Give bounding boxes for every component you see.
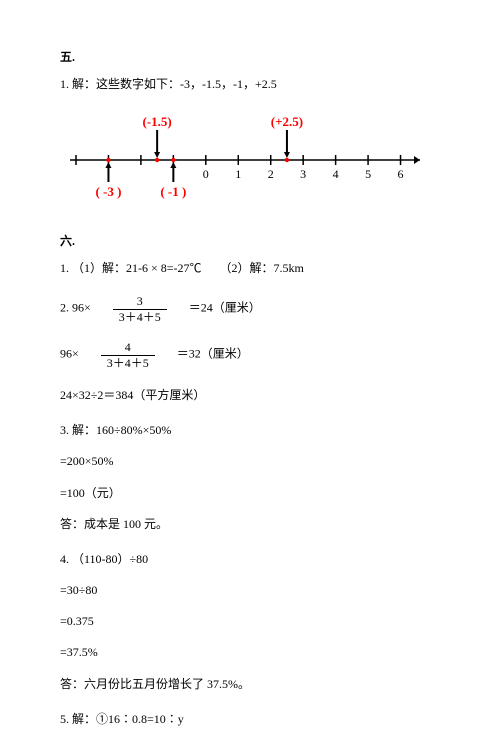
s6-q3c: =100（元）	[60, 484, 440, 503]
section6-heading: 六.	[60, 232, 440, 249]
s6-q4ans: 答：六月份比五月份增长了 37.5%。	[60, 675, 440, 694]
s6-q2b-pre: 96×	[60, 347, 79, 361]
s6-q2a-den: 3＋4＋5	[113, 310, 167, 324]
s6-q4d: =37.5%	[60, 643, 440, 662]
s6-q2b-den: 3＋4＋5	[101, 356, 155, 370]
numberline-figure: 0 1 2 3 4 5 6 (-1.5) (+2.5) ( -3 ) ( -1 )	[60, 112, 440, 206]
s6-q3b: =200×50%	[60, 452, 440, 471]
s6-q3ans: 答：成本是 100 元。	[60, 515, 440, 534]
svg-text:1: 1	[235, 167, 241, 181]
svg-text:(+2.5): (+2.5)	[271, 114, 303, 129]
s6-q2b: 96× 43＋4＋5 ＝32（厘米）	[60, 340, 440, 370]
s6-q2a-pre: 2. 96×	[60, 301, 91, 315]
s6-q4c: =0.375	[60, 612, 440, 631]
s6-q2a-frac: 33＋4＋5	[113, 294, 167, 324]
s6-q2a: 2. 96× 33＋4＋5 ＝24（厘米）	[60, 294, 440, 324]
s6-q2a-num: 3	[113, 294, 167, 309]
section5-heading: 五.	[60, 48, 440, 65]
numberline-svg: 0 1 2 3 4 5 6 (-1.5) (+2.5) ( -3 ) ( -1 )	[60, 112, 440, 202]
s6-q2b-num: 4	[101, 340, 155, 355]
s6-q2c: 24×32÷2＝384（平方厘米）	[60, 386, 440, 405]
s6-q1: 1. （1）解：21-6 × 8=-27℃ （2）解：7.5km	[60, 259, 440, 278]
s6-q2a-post: ＝24（厘米）	[189, 301, 261, 315]
svg-text:( -1 ): ( -1 )	[160, 184, 186, 199]
svg-text:0: 0	[203, 167, 209, 181]
s6-q2b-frac: 43＋4＋5	[101, 340, 155, 370]
svg-text:4: 4	[333, 167, 339, 181]
svg-text:3: 3	[300, 167, 306, 181]
svg-text:(-1.5): (-1.5)	[143, 114, 172, 129]
s5-q1: 1. 解：这些数字如下：-3，-1.5，-1，+2.5	[60, 75, 440, 94]
s6-q2b-post: ＝32（厘米）	[177, 347, 249, 361]
s6-q5: 5. 解：①16∶0.8=10∶y	[60, 710, 440, 729]
svg-text:2: 2	[268, 167, 274, 181]
svg-text:6: 6	[398, 167, 404, 181]
s6-q3a: 3. 解：160÷80%×50%	[60, 421, 440, 440]
svg-text:5: 5	[365, 167, 371, 181]
svg-text:( -3 ): ( -3 )	[95, 184, 121, 199]
s6-q4b: =30÷80	[60, 581, 440, 600]
s6-q4a: 4. （110-80）÷80	[60, 550, 440, 569]
